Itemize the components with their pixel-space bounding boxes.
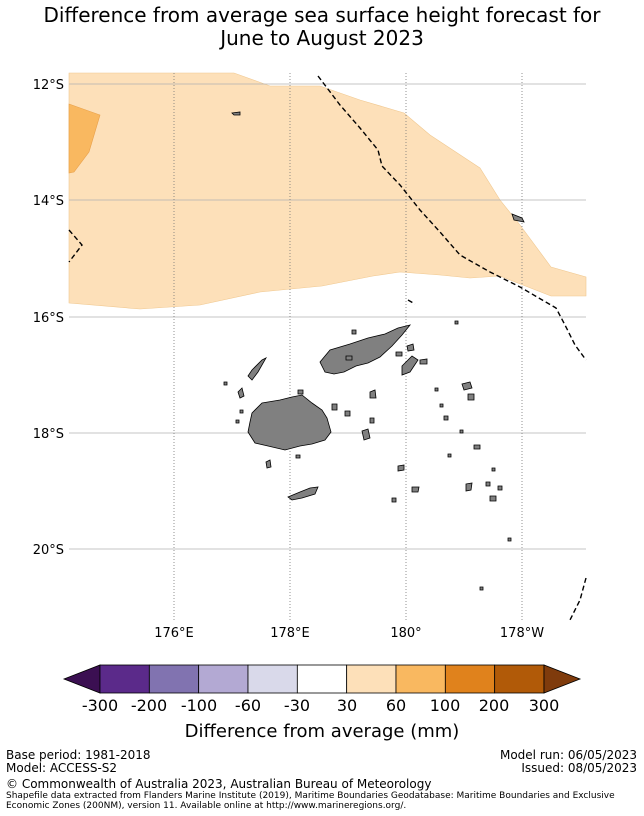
colorbar: -300 -200 -100 -60 -30 30 60 100 200 300… xyxy=(62,664,582,742)
lat-label-16s: 16°S xyxy=(33,311,64,326)
colorbar-segment-3 xyxy=(247,664,298,694)
colorbar-segment-8 xyxy=(494,664,545,694)
cb-tick-200: 200 xyxy=(479,696,510,715)
colorbar-label: Difference from average (mm) xyxy=(185,721,460,742)
lat-labels: 12°S 14°S 16°S 18°S 20°S xyxy=(33,78,64,558)
cb-tick-m300: -300 xyxy=(82,696,118,715)
eez-boundary xyxy=(68,75,587,621)
colorbar-under-arrow xyxy=(62,664,101,694)
lon-label-180: 180° xyxy=(390,626,421,641)
lon-label-178e: 178°E xyxy=(270,626,310,641)
lon-labels: 176°E 178°E 180° 178°W xyxy=(154,626,544,641)
anomaly-region-30-60 xyxy=(68,72,587,310)
colorbar-segment-0 xyxy=(99,664,150,694)
base-period-text: Base period: 1981-2018 xyxy=(6,748,151,762)
issued-text: Issued: 08/05/2023 xyxy=(521,761,637,775)
lat-label-20s: 20°S xyxy=(33,543,64,558)
lon-label-176e: 176°E xyxy=(154,626,194,641)
shapefile-credit-line-1: Shapefile data extracted from Flanders M… xyxy=(6,791,615,801)
map-title: Difference from average sea surface heig… xyxy=(0,4,644,50)
fiji-islands xyxy=(223,111,525,591)
map-panel: 12°S 14°S 16°S 18°S 20°S 176°E 178°E 180… xyxy=(33,72,587,641)
anomaly-region-60-100 xyxy=(68,103,101,174)
colorbar-segment-2 xyxy=(198,664,249,694)
colorbar-ticks: -300 -200 -100 -60 -30 30 60 100 200 300 xyxy=(82,696,559,715)
colorbar-segments xyxy=(99,664,545,694)
shapefile-credit-line-2: Economic Zones (200NM), version 11. Avai… xyxy=(6,801,407,811)
cb-tick-m200: -200 xyxy=(131,696,167,715)
cb-tick-30: 30 xyxy=(337,696,357,715)
cb-tick-m60: -60 xyxy=(235,696,261,715)
cb-tick-m30: -30 xyxy=(284,696,310,715)
lat-label-18s: 18°S xyxy=(33,427,64,442)
colorbar-segment-5 xyxy=(346,664,397,694)
vanua-levu-island xyxy=(319,324,412,375)
lat-label-12s: 12°S xyxy=(33,78,64,93)
viti-levu-island xyxy=(247,394,332,451)
title-line-1: Difference from average sea surface heig… xyxy=(43,3,601,27)
lat-label-14s: 14°S xyxy=(33,194,64,209)
title-line-2: June to August 2023 xyxy=(220,26,424,50)
colorbar-over-arrow xyxy=(543,664,582,694)
colorbar-segment-4 xyxy=(296,664,348,694)
cb-tick-60: 60 xyxy=(386,696,406,715)
lon-gridlines xyxy=(173,73,523,620)
cb-tick-100: 100 xyxy=(430,696,461,715)
copyright-text: © Commonwealth of Australia 2023, Austra… xyxy=(6,777,432,791)
cb-tick-300: 300 xyxy=(529,696,560,715)
colorbar-segment-1 xyxy=(148,664,200,694)
kadavu-island xyxy=(287,486,319,501)
model-text: Model: ACCESS-S2 xyxy=(6,761,118,775)
model-run-text: Model run: 06/05/2023 xyxy=(499,748,637,762)
lon-label-178w: 178°W xyxy=(500,626,544,641)
cb-tick-m100: -100 xyxy=(181,696,217,715)
taveuni-island xyxy=(401,355,419,376)
colorbar-segment-7 xyxy=(444,664,496,694)
colorbar-segment-6 xyxy=(395,664,446,694)
shapefile-credit: Shapefile data extracted from Flanders M… xyxy=(6,791,638,811)
